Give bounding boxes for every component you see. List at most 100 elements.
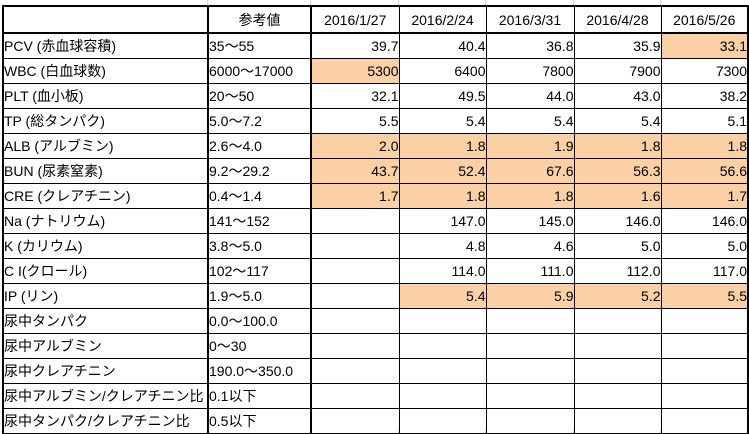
value-cell: 40.4 [398,32,487,59]
value-cell: 4.8 [398,233,487,259]
column-header-date: 2016/3/31 [485,5,575,34]
value-cell [398,333,487,359]
value-cell [310,258,400,284]
value-cell: 52.4 [398,158,487,184]
value-cell: 7900 [573,58,662,84]
reference-range: 0.5以下 [207,408,312,434]
value-cell [310,358,400,384]
table-row: CRE (クレアチニン) 0.4～1.4 1.7 1.8 1.8 1.6 1.7 [2,183,749,209]
corner-header-cell [2,5,209,34]
value-cell [398,308,487,334]
value-cell [310,308,400,334]
value-cell: 5.0 [573,233,662,259]
value-cell: 6400 [398,58,487,84]
value-cell [660,358,749,384]
value-cell: 111.0 [485,258,575,284]
row-label: 尿中クレアチニン [2,358,209,384]
value-cell: 114.0 [398,258,487,284]
value-cell [573,383,662,409]
value-cell [573,308,662,334]
value-cell [310,283,400,309]
table-row: 尿中クレアチニン 190.0～350.0 [2,358,749,384]
reference-range: 6000～17000 [207,58,312,84]
value-cell: 5.9 [485,283,575,309]
reference-range: 1.9～5.0 [207,283,312,309]
reference-range: 102～117 [207,258,312,284]
value-cell: 67.6 [485,158,575,184]
value-cell: 33.1 [660,32,749,59]
value-cell: 4.6 [485,233,575,259]
row-label: 尿中アルブミン/クレアチニン比 [2,383,209,409]
header-row: 参考値 2016/1/27 2016/2/24 2016/3/31 2016/4… [2,5,749,34]
table-row: 尿中タンパク/クレアチニン比 0.5以下 [2,408,749,434]
value-cell: 1.7 [310,183,400,209]
value-cell: 32.1 [310,83,400,109]
value-cell [485,308,575,334]
row-label: PCV (赤血球容積) [2,32,209,59]
reference-range: 3.8～5.0 [207,233,312,259]
row-label: 尿中アルブミン [2,333,209,359]
value-cell [573,333,662,359]
value-cell: 5.5 [660,283,749,309]
row-label: K (カリウム) [2,233,209,259]
value-cell [485,333,575,359]
reference-range: 35～55 [207,32,312,59]
value-cell: 36.8 [485,32,575,59]
row-label: 尿中タンパク [2,308,209,334]
value-cell: 5.4 [485,108,575,134]
value-cell: 2.0 [310,133,400,159]
lab-results-table: 参考値 2016/1/27 2016/2/24 2016/3/31 2016/4… [2,5,749,434]
column-header-date: 2016/5/26 [660,5,749,34]
value-cell: 112.0 [573,258,662,284]
value-cell [485,358,575,384]
value-cell: 44.0 [485,83,575,109]
gridline-tick [398,0,399,5]
gridline-tick [573,0,574,5]
value-cell [660,408,749,434]
value-cell: 1.8 [398,183,487,209]
value-cell: 56.3 [573,158,662,184]
value-cell [485,383,575,409]
value-cell [660,383,749,409]
value-cell: 7800 [485,58,575,84]
value-cell: 1.8 [573,133,662,159]
value-cell: 38.2 [660,83,749,109]
value-cell: 5.4 [398,108,487,134]
reference-range: 190.0～350.0 [207,358,312,384]
value-cell [310,233,400,259]
value-cell [398,383,487,409]
column-header-reference: 参考値 [207,5,312,34]
value-cell: 117.0 [660,258,749,284]
value-cell: 43.0 [573,83,662,109]
table-row: TP (総タンパク) 5.0～7.2 5.5 5.4 5.4 5.4 5.1 [2,108,749,134]
table-row: BUN (尿素窒素) 9.2～29.2 43.7 52.4 67.6 56.3 56.6 [2,158,749,184]
reference-range: 0.4～1.4 [207,183,312,209]
value-cell: 39.7 [310,32,400,59]
value-cell [398,358,487,384]
reference-range: 2.6～4.0 [207,133,312,159]
value-cell: 147.0 [398,208,487,234]
reference-range: 0.1以下 [207,383,312,409]
table-row: Na (ナトリウム) 141～152 147.0 145.0 146.0 146.0 [2,208,749,234]
value-cell [310,383,400,409]
value-cell: 1.8 [485,183,575,209]
table-row: 尿中タンパク 0.0～100.0 [2,308,749,334]
row-label: IP (リン) [2,283,209,309]
table-row: K (カリウム) 3.8～5.0 4.8 4.6 5.0 5.0 [2,233,749,259]
row-label: WBC (白血球数) [2,58,209,84]
value-cell [485,408,575,434]
value-cell: 5.0 [660,233,749,259]
value-cell: 146.0 [573,208,662,234]
value-cell: 43.7 [310,158,400,184]
value-cell: 49.5 [398,83,487,109]
table-row: PCV (赤血球容積) 35～55 39.7 40.4 36.8 35.9 33.1 [2,32,749,59]
value-cell [660,308,749,334]
reference-range: 0～30 [207,333,312,359]
value-cell: 5.4 [573,108,662,134]
value-cell: 5.1 [660,108,749,134]
table-row: 尿中アルブミン 0～30 [2,333,749,359]
row-label: 尿中タンパク/クレアチニン比 [2,408,209,434]
row-label: ALB (アルブミン) [2,133,209,159]
value-cell: 146.0 [660,208,749,234]
